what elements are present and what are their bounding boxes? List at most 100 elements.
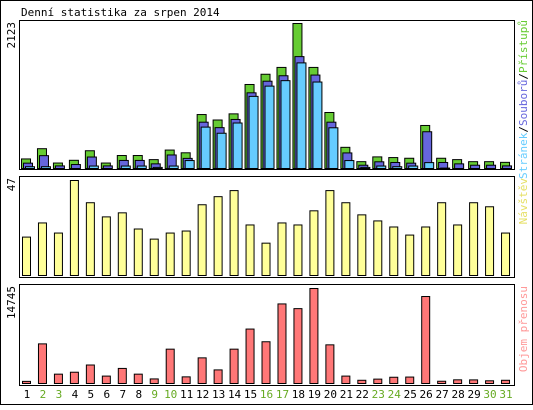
bar-visits-day-20 [326, 191, 334, 276]
legend-access: Přístupů [517, 20, 530, 73]
x-label-day-9: 9 [151, 388, 158, 401]
bar-stránek-day-22 [361, 167, 370, 168]
bar-visits-day-31 [502, 233, 510, 275]
bar-visits-day-3 [54, 233, 62, 275]
hits-ymax-label: 2123 [5, 22, 18, 49]
bar-traffic-day-3 [54, 374, 62, 383]
bar-stránek-day-8 [137, 166, 146, 168]
bar-traffic-day-4 [70, 372, 78, 383]
legend-sep1: / [517, 126, 530, 133]
x-label-day-3: 3 [56, 388, 63, 401]
visits-ymax-label: 47 [5, 178, 18, 191]
bar-visits-day-9 [150, 239, 158, 275]
x-label-day-17: 17 [276, 388, 289, 401]
bar-stránek-day-24 [393, 167, 402, 169]
bar-stránek-day-15 [249, 96, 258, 168]
x-label-day-22: 22 [356, 388, 369, 401]
bar-visits-day-22 [358, 215, 366, 276]
x-label-day-23: 23 [372, 388, 385, 401]
x-label-day-7: 7 [119, 388, 126, 401]
x-label-day-16: 16 [260, 388, 273, 401]
bar-souborů-day-28 [455, 164, 464, 169]
bar-visits-day-1 [23, 237, 31, 275]
bar-stránek-day-25 [409, 166, 418, 168]
x-label-day-31: 31 [499, 388, 512, 401]
x-label-day-28: 28 [451, 388, 464, 401]
bar-visits-day-11 [182, 231, 190, 275]
bar-traffic-day-13 [214, 370, 222, 384]
bar-stránek-day-5 [89, 166, 98, 168]
bar-visits-day-26 [422, 227, 430, 276]
bar-traffic-day-14 [230, 349, 238, 383]
bar-visits-day-24 [390, 227, 398, 276]
legend-sep2: / [517, 73, 530, 80]
bar-stránek-day-7 [121, 166, 130, 168]
bar-visits-day-23 [374, 221, 382, 276]
bar-visits-day-7 [118, 213, 126, 276]
x-label-day-5: 5 [88, 388, 95, 401]
bar-visits-day-21 [342, 203, 350, 276]
bar-visits-day-28 [454, 225, 462, 276]
bar-visits-day-10 [166, 233, 174, 275]
x-label-day-14: 14 [228, 388, 242, 401]
bar-stránek-day-23 [377, 166, 386, 168]
bar-traffic-day-30 [486, 381, 494, 384]
bar-stránek-day-11 [185, 161, 194, 169]
bar-traffic-day-1 [23, 381, 31, 383]
x-label-day-8: 8 [135, 388, 142, 401]
x-label-day-6: 6 [104, 388, 111, 401]
bar-traffic-day-23 [374, 379, 382, 383]
bar-traffic-day-6 [102, 376, 110, 383]
bar-visits-day-13 [214, 197, 222, 276]
bar-visits-day-16 [262, 243, 270, 275]
bar-traffic-day-22 [358, 380, 366, 383]
x-label-day-13: 13 [212, 388, 225, 401]
bar-stránek-day-17 [281, 81, 290, 169]
bar-souborů-day-31 [503, 166, 512, 169]
bar-visits-day-25 [406, 235, 414, 275]
x-label-day-2: 2 [40, 388, 47, 401]
bar-traffic-day-16 [262, 342, 270, 384]
traffic-ymax-label: 14745 [5, 286, 18, 319]
bar-stránek-day-14 [233, 123, 242, 168]
bar-stránek-day-1 [26, 167, 35, 169]
legend-pages: Stránek [517, 132, 530, 179]
bar-traffic-day-8 [134, 374, 142, 383]
bar-traffic-day-17 [278, 304, 286, 384]
hits-legend: Stránek/Souborů/Přístupů [517, 20, 530, 179]
x-label-day-4: 4 [72, 388, 79, 401]
x-label-day-24: 24 [388, 388, 402, 401]
bar-stránek-day-21 [345, 161, 354, 169]
bar-stránek-day-9 [153, 167, 162, 168]
x-label-day-21: 21 [340, 388, 353, 401]
bar-souborů-day-6 [103, 166, 112, 169]
bar-traffic-day-19 [310, 289, 318, 384]
bar-souborů-day-4 [71, 165, 80, 169]
bar-traffic-day-29 [470, 380, 478, 384]
bar-traffic-day-11 [182, 377, 190, 384]
bar-visits-day-5 [86, 203, 94, 276]
bar-stránek-day-20 [329, 128, 338, 169]
bar-stránek-day-26 [425, 163, 434, 169]
bar-visits-day-8 [134, 229, 142, 275]
legend-files: Souborů [517, 80, 530, 126]
bar-visits-day-2 [38, 223, 46, 276]
bar-traffic-day-27 [438, 381, 446, 383]
bar-traffic-day-26 [422, 297, 430, 384]
bar-visits-day-15 [246, 225, 254, 276]
x-label-day-26: 26 [420, 388, 433, 401]
bar-souborů-day-30 [487, 165, 496, 168]
traffic-legend: Objem přenosu [517, 286, 530, 372]
x-label-day-18: 18 [292, 388, 305, 401]
x-label-day-15: 15 [244, 388, 257, 401]
bar-stránek-day-10 [169, 166, 178, 168]
bar-visits-day-4 [70, 181, 78, 276]
x-label-day-10: 10 [164, 388, 177, 401]
bar-visits-day-14 [230, 191, 238, 276]
bar-visits-day-30 [486, 207, 494, 276]
bar-stránek-day-16 [265, 86, 274, 168]
bar-traffic-day-9 [150, 379, 158, 384]
bar-souborů-day-29 [471, 165, 480, 168]
bar-stránek-day-13 [217, 133, 226, 168]
